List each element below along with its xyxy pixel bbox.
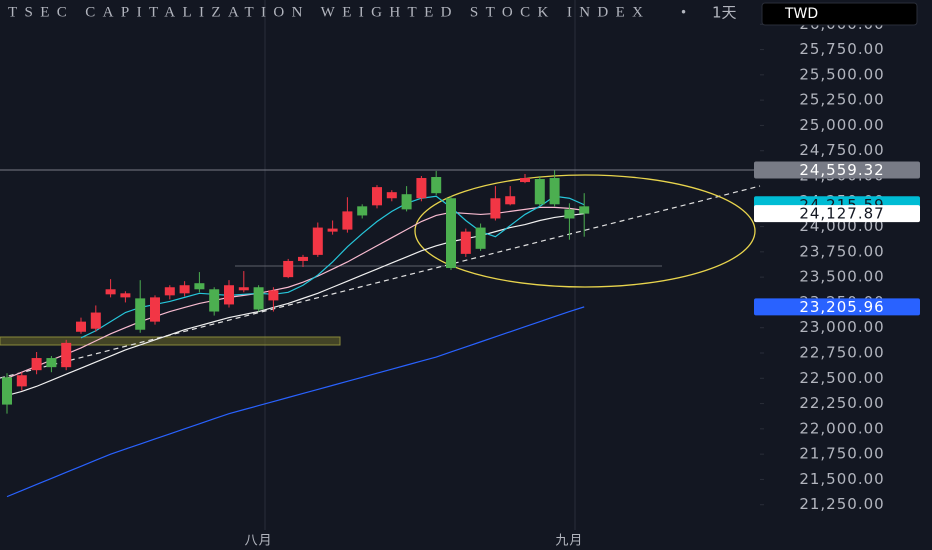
currency-box[interactable] <box>761 2 918 26</box>
candle-body <box>298 256 308 261</box>
candle-body <box>475 227 486 249</box>
y-tick-label: 21,250.00 <box>799 495 884 513</box>
candle-body <box>105 289 116 295</box>
price-label-box <box>754 205 920 223</box>
candle-body <box>534 179 545 205</box>
candle-body <box>135 298 146 330</box>
price-label-box <box>754 161 920 179</box>
y-tick-label: 25,750.00 <box>799 40 884 58</box>
candle-body <box>209 289 220 312</box>
candle-body <box>164 287 175 296</box>
y-tick-label: 22,500.00 <box>799 369 884 387</box>
candle-body <box>505 196 516 205</box>
y-tick-label: 24,750.00 <box>799 141 884 159</box>
y-tick-label: 21,500.00 <box>799 470 884 488</box>
candle-body <box>31 358 42 371</box>
separator: • <box>680 6 687 20</box>
candle-body <box>76 321 86 332</box>
candle-body <box>460 231 471 254</box>
chart-title: TSEC CAPITALIZATION WEIGHTED STOCK INDEX <box>8 4 643 20</box>
candle-body <box>386 192 397 199</box>
y-tick-label: 23,500.00 <box>799 268 884 286</box>
candle-body <box>253 287 264 310</box>
y-tick-label: 22,250.00 <box>799 394 884 412</box>
candle-body <box>564 209 575 219</box>
price-label: 24,127.87 <box>799 205 884 223</box>
candle-body <box>520 178 530 183</box>
candle-body <box>490 198 501 219</box>
candle-body <box>224 285 234 305</box>
moving-average-line <box>6 206 585 379</box>
candle-body <box>90 312 101 329</box>
y-tick-label: 23,000.00 <box>799 318 884 336</box>
candle-body <box>120 293 131 298</box>
y-tick-label: 23,750.00 <box>799 242 884 260</box>
plot-area <box>0 169 760 498</box>
candle-body <box>342 211 353 230</box>
zone-highlight <box>0 336 341 346</box>
candle-body <box>46 358 57 368</box>
candle-body <box>579 206 590 214</box>
price-label-box <box>754 298 920 316</box>
candle-body <box>312 227 323 255</box>
price-label: 23,205.96 <box>799 298 884 316</box>
candle-body <box>372 187 382 206</box>
y-tick-label: 22,750.00 <box>799 343 884 361</box>
candle-body <box>327 228 338 232</box>
interval: 1天 <box>712 4 737 22</box>
candle-body <box>61 342 72 368</box>
y-tick-label: 25,500.00 <box>799 65 884 83</box>
highlight-ellipse <box>414 174 756 288</box>
moving-average-line <box>6 306 585 498</box>
y-tick-label: 25,000.00 <box>799 116 884 134</box>
price-label: 24,559.32 <box>799 161 884 179</box>
candle-body <box>357 206 368 216</box>
candle-body <box>179 285 190 294</box>
candle-body <box>401 194 412 210</box>
candle-body <box>268 290 279 301</box>
moving-average-line <box>80 195 585 339</box>
currency[interactable]: TWD <box>784 6 818 22</box>
y-tick-label: 25,250.00 <box>799 91 884 109</box>
candle-body <box>150 297 160 322</box>
candle-body <box>416 178 427 199</box>
candle-body <box>2 377 12 405</box>
candle-body <box>549 178 560 205</box>
candle-body <box>238 287 249 291</box>
candle-body <box>194 283 205 290</box>
trend-line <box>0 185 761 379</box>
x-tick-label: 八月 <box>245 534 273 549</box>
y-tick-label: 21,750.00 <box>799 445 884 463</box>
candle-body <box>431 177 442 194</box>
candle-body <box>446 198 456 269</box>
candle-body <box>283 260 294 278</box>
y-tick-label: 22,000.00 <box>799 419 884 437</box>
candle-body <box>16 375 27 387</box>
x-tick-label: 九月 <box>555 534 583 549</box>
price-axis: 21,250.00 21,500.00 21,750.00 22,000.00 22,2… <box>245 15 920 549</box>
